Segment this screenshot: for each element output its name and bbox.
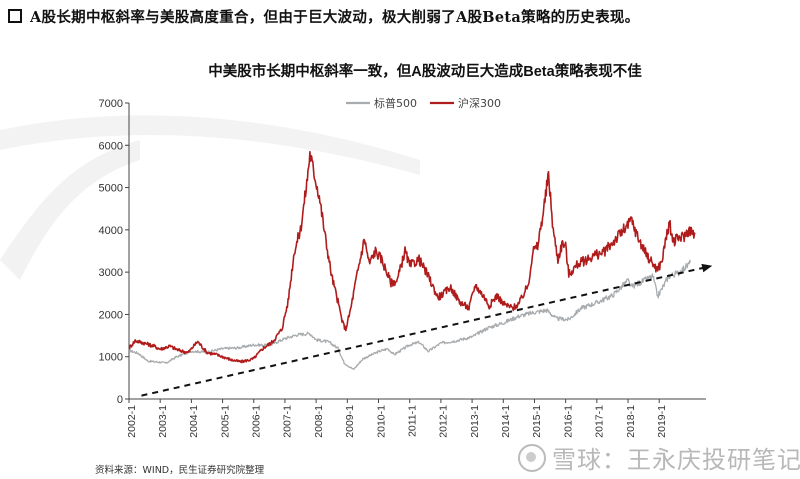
x-tick-label: 2018-1: [625, 405, 637, 438]
legend-label: 标普500: [374, 96, 417, 110]
headline-text: A股长期中枢斜率与美股高度重合，但由于巨大波动，极大削弱了A股Beta策略的历史…: [30, 9, 640, 26]
x-tick-label: 2005-1: [219, 405, 231, 438]
x-tick-label: 2012-1: [438, 405, 450, 438]
y-tick-label: 4000: [99, 225, 123, 237]
y-axis: 0 1000 2000 3000 4000 5000 6000 7000: [99, 98, 130, 406]
series-line: [128, 259, 692, 370]
x-tick-label: 2015-1: [531, 405, 543, 438]
x-tick-label: 2004-1: [188, 405, 200, 438]
x-tick-label: 2010-1: [375, 405, 387, 438]
chart-title: 中美股市长期中枢斜率一致，但A股波动巨大造成Beta策略表现不佳: [208, 62, 642, 80]
snowball-logo-icon: [518, 444, 546, 472]
trend-dashed-line: [141, 267, 703, 397]
x-tick-label: 2013-1: [469, 405, 481, 438]
trend-layer: [141, 263, 713, 397]
watermark: 雪球：王永庆投研笔记: [518, 440, 800, 475]
legend-label: 沪深300: [458, 96, 501, 110]
series-line: [128, 150, 696, 364]
source-note: 资料来源：WIND，民生证券研究院整理: [95, 465, 265, 476]
trend-arrowhead: [701, 263, 713, 273]
checkbox-square-icon: [8, 9, 22, 23]
y-tick-label: 3000: [99, 267, 123, 279]
x-tick-label: 2014-1: [500, 405, 512, 438]
y-tick-label: 5000: [99, 183, 123, 195]
watermark-text: 雪球：王永庆投研笔记: [552, 446, 800, 474]
x-tick-label: 2011-1: [406, 405, 418, 437]
x-axis: 2002-1 2003-1 2004-1 2005-1 2006-1 2007-1 2008…: [126, 398, 706, 438]
x-tick-label: 2016-1: [562, 405, 574, 438]
y-tick-label: 2000: [99, 309, 123, 321]
x-tick-label: 2002-1: [126, 405, 138, 438]
chart-legend: 标普500 沪深300: [346, 96, 501, 110]
x-tick-label: 2017-1: [594, 405, 606, 438]
x-tick-label: 2009-1: [344, 405, 356, 438]
x-tick-label: 2003-1: [157, 405, 169, 438]
y-tick-label: 1000: [99, 352, 123, 364]
x-tick-label: 2007-1: [282, 405, 294, 438]
x-tick-label: 2008-1: [313, 405, 325, 438]
y-tick-label: 7000: [99, 98, 123, 110]
background-decoration: [0, 115, 420, 280]
y-tick-label: 6000: [99, 140, 123, 152]
headline: A股长期中枢斜率与美股高度重合，但由于巨大波动，极大削弱了A股Beta策略的历史…: [8, 6, 639, 27]
background-swoosh: [0, 140, 140, 280]
series-layer: [128, 150, 696, 370]
x-tick-label: 2019-1: [656, 405, 668, 438]
background-swoosh: [0, 115, 420, 175]
x-tick-label: 2006-1: [251, 405, 263, 438]
y-tick-label: 0: [117, 394, 123, 406]
